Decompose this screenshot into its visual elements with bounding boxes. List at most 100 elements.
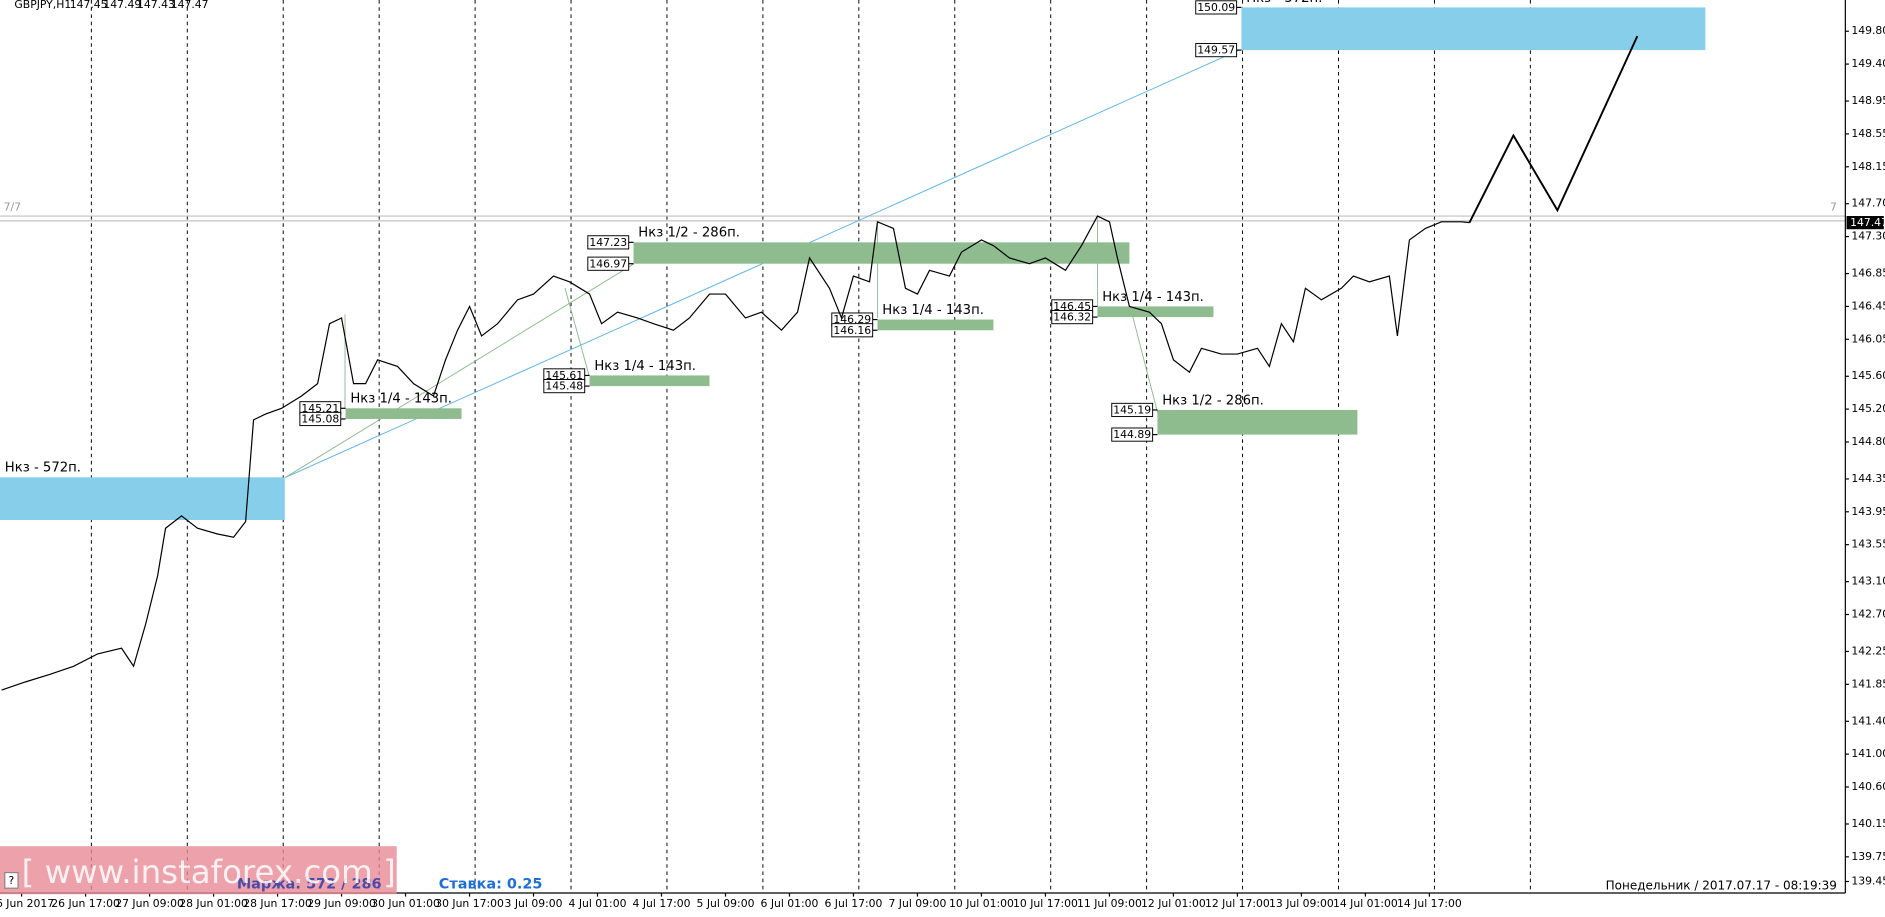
- y-tick-label: 140.15: [1851, 817, 1885, 830]
- x-tick-label: 13 Jul 09:00: [1269, 897, 1334, 910]
- y-tick-label: 141.00: [1851, 747, 1885, 760]
- x-tick-label: 26 Jun 2017: [0, 897, 54, 910]
- y-tick-label: 143.55: [1851, 538, 1885, 551]
- y-tick-label: 139.45: [1851, 874, 1885, 887]
- x-tick-label: 3 Jul 09:00: [505, 897, 563, 910]
- help-label[interactable]: ?: [9, 874, 15, 887]
- trend-line: [284, 263, 634, 479]
- zones: Нкз - 572п. Нкз - 572п. 150.09 149.57 Нкз 1/…: [0, 0, 1706, 521]
- x-tick-label: 14 Jul 17:00: [1397, 897, 1462, 910]
- margin: Маржа: 572 / 286: [237, 877, 382, 893]
- zone: [1241, 7, 1706, 51]
- price-box: [1195, 0, 1238, 15]
- price-label: 145.48: [545, 380, 583, 393]
- price-box: [1111, 427, 1154, 442]
- price-label: 147.23: [589, 236, 627, 249]
- y-tick-label: 141.85: [1851, 677, 1885, 690]
- rate: Ставка: 0.25: [439, 877, 543, 893]
- x-tick-label: 30 Jun 01:00: [371, 897, 440, 910]
- x-tick-label: 4 Jul 17:00: [633, 897, 691, 910]
- period-separators: [90, 0, 1531, 893]
- x-tick-label: 12 Jul 17:00: [1205, 897, 1270, 910]
- trend-line: [1129, 305, 1159, 414]
- axes: 149.80 149.40 148.95 148.55 148.15 147.70 147.…: [0, 24, 1885, 910]
- plot: [1, 35, 1639, 691]
- y-tick-label: 149.80: [1851, 24, 1885, 37]
- y-tick-label: 143.10: [1851, 575, 1885, 588]
- price-box: [587, 256, 630, 271]
- price-line: [1468, 35, 1639, 224]
- y-tick-label: 145.60: [1851, 369, 1885, 382]
- y-tick-label: 140.60: [1851, 780, 1885, 793]
- price-label: 146.29: [833, 313, 871, 326]
- zone-label: Нкз 1/2 - 286п.: [638, 226, 740, 241]
- y-tick-label: 144.35: [1851, 472, 1885, 485]
- y-tick-label: 148.95: [1851, 94, 1885, 107]
- zone-label: Нкз 1/4 - 143п.: [882, 303, 984, 318]
- x-tick-label: 28 Jun 01:00: [179, 897, 248, 910]
- y-tick-label: 142.25: [1851, 644, 1885, 657]
- price-label: 145.21: [301, 402, 339, 415]
- x-tick-label: 4 Jul 01:00: [569, 897, 627, 910]
- y-tick-label: 148.55: [1851, 127, 1885, 140]
- price-label: 145.08: [301, 413, 339, 426]
- price-box: [587, 235, 630, 250]
- x-tick-label: 12 Jul 01:00: [1141, 897, 1206, 910]
- current-price-label: 147.47: [1850, 216, 1885, 229]
- x-tick-label: 10 Jul 01:00: [949, 897, 1014, 910]
- zone: [589, 375, 710, 387]
- ohlc-value: 147.49: [103, 0, 141, 11]
- x-tick-label: 29 Jun 09:00: [307, 897, 376, 910]
- watermark: [ www.instaforex.com ]: [22, 853, 396, 891]
- y-tick-label: 142.70: [1851, 608, 1885, 621]
- y-tick-label: 145.20: [1851, 402, 1885, 415]
- price-box: [1195, 43, 1238, 58]
- x-tick-label: 7 Jul 09:00: [888, 897, 946, 910]
- trend-line: [284, 49, 1239, 479]
- zone: [877, 319, 994, 331]
- x-tick-label: 14 Jul 01:00: [1333, 897, 1398, 910]
- price-label: 146.97: [589, 257, 627, 270]
- price-box: [831, 323, 874, 338]
- ohlc-value: 147.47: [171, 0, 209, 11]
- zone-label: Нкз - 572п.: [1246, 0, 1322, 6]
- watermark-box: [0, 846, 397, 895]
- y-tick-label: 147.70: [1851, 197, 1885, 210]
- trend-line: [564, 287, 590, 376]
- x-tick-label: 28 Jun 17:00: [243, 897, 312, 910]
- x-tick-label: 30 Jun 17:00: [435, 897, 504, 910]
- y-tick-label: 146.45: [1851, 299, 1885, 312]
- price-label: 150.09: [1197, 1, 1235, 14]
- zone-label: Нкз 1/4 - 143п.: [1102, 290, 1204, 305]
- y-tick-label: 144.80: [1851, 435, 1885, 448]
- price-box: [299, 411, 342, 427]
- level-label: 7/7: [4, 201, 21, 214]
- y-tick-label: 149.40: [1851, 57, 1885, 70]
- level-label: 7: [1830, 201, 1837, 214]
- x-tick-label: 6 Jul 17:00: [825, 897, 883, 910]
- price-label: 146.45: [1053, 300, 1091, 313]
- x-tick-label: 5 Jul 09:00: [697, 897, 755, 910]
- y-tick-label: 143.95: [1851, 505, 1885, 518]
- price-label: 146.32: [1053, 311, 1091, 324]
- y-tick-label: 147.30: [1851, 230, 1885, 243]
- zone-label: Нкз - 572п.: [5, 461, 81, 476]
- price-label: 144.89: [1113, 428, 1151, 441]
- zone-label: Нкз 1/2 - 286п.: [1162, 393, 1264, 408]
- ohlc-value: 147.45: [70, 0, 108, 11]
- x-tick-label: 27 Jun 09:00: [115, 897, 184, 910]
- datetime: Понедельник / 2017.07.17 - 08:19:39: [1606, 878, 1837, 892]
- help-button[interactable]: [4, 871, 19, 889]
- ohlc-value: 147.43: [137, 0, 175, 11]
- zone-label: Нкз 1/4 - 143п.: [350, 392, 452, 407]
- symbol: GBPJPY,H1: [14, 0, 71, 11]
- y-tick-label: 148.15: [1851, 160, 1885, 173]
- zone: [1157, 409, 1358, 435]
- price-box: [1111, 402, 1154, 418]
- zone: [345, 408, 462, 419]
- price-line: [1, 215, 1470, 691]
- y-tick-label: 146.85: [1851, 267, 1885, 280]
- price-box: [1051, 310, 1094, 325]
